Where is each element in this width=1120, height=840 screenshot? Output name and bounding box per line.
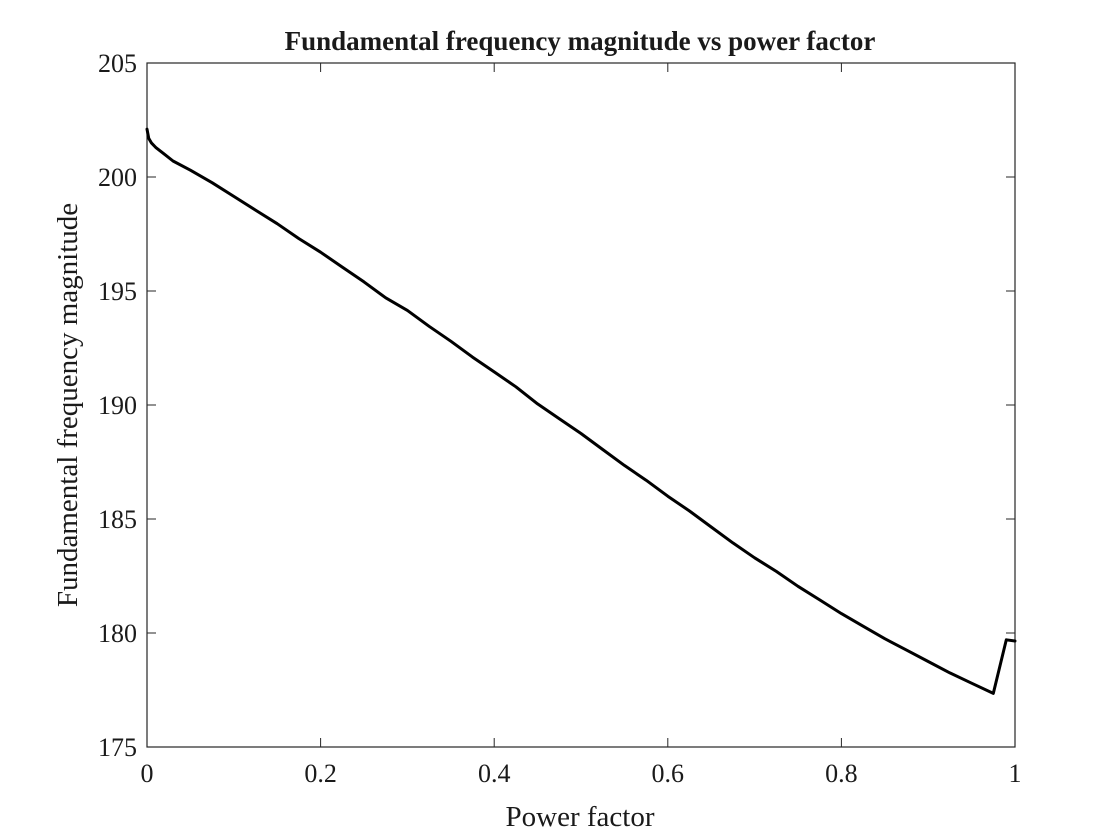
- x-axis-title: Power factor: [506, 801, 655, 833]
- plot-area: 0 0.2 0.4 0.6 0.8 1 175 180 185 190 195 200 205: [98, 49, 1022, 788]
- x-tick-label: 1: [1009, 759, 1022, 788]
- chart-title: Fundamental frequency magnitude vs power…: [285, 26, 876, 56]
- y-axis-title: Fundamental frequency magnitude: [52, 203, 84, 607]
- plot-frame: [146, 62, 1016, 748]
- y-tick-label: 180: [98, 619, 137, 648]
- x-tick-label: 0.8: [825, 759, 858, 788]
- y-tick-label: 205: [98, 49, 137, 78]
- y-tick-label: 200: [98, 163, 137, 192]
- x-tick-label: 0.6: [652, 759, 685, 788]
- y-tick-label: 175: [98, 733, 137, 762]
- y-tick-label: 185: [98, 505, 137, 534]
- x-tick-label: 0.2: [304, 759, 337, 788]
- y-tick-label: 195: [98, 277, 137, 306]
- y-tick-label: 190: [98, 391, 137, 420]
- series-line-0: [145, 127, 1017, 695]
- x-tick-label: 0: [141, 759, 154, 788]
- x-tick-label: 0.4: [478, 759, 511, 788]
